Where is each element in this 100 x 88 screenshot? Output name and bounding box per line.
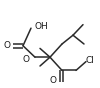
Text: Cl: Cl: [86, 56, 95, 65]
Text: O: O: [3, 41, 10, 50]
Text: O: O: [22, 55, 30, 64]
Text: O: O: [50, 76, 56, 85]
Text: OH: OH: [34, 22, 48, 31]
